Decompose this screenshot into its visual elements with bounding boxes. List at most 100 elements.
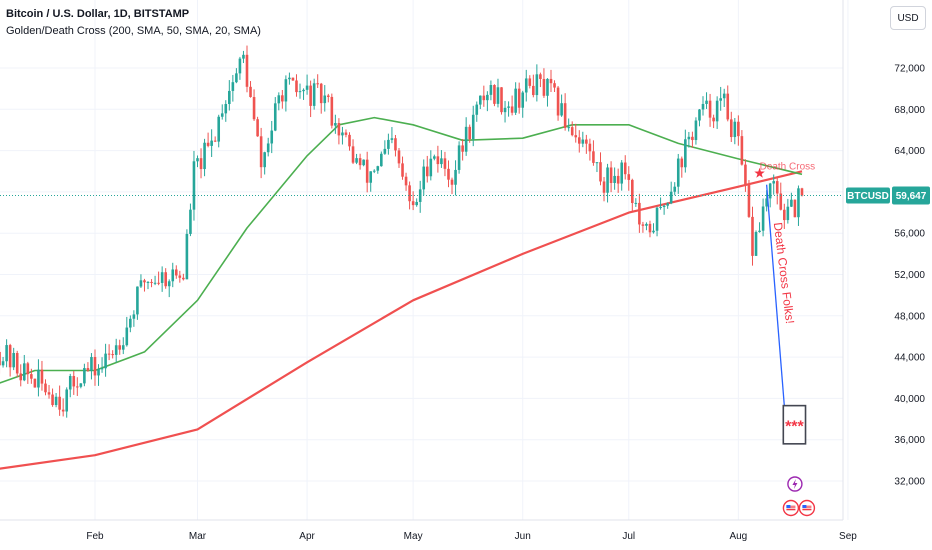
- candle: [61, 398, 65, 417]
- indicator-legend[interactable]: Golden/Death Cross (200, SMA, 50, SMA, 2…: [6, 25, 261, 37]
- candle: [281, 89, 284, 109]
- candle: [305, 74, 309, 95]
- candle: [765, 190, 768, 212]
- candle-body: [90, 357, 93, 371]
- candle-body: [323, 95, 327, 104]
- candle-body: [83, 368, 86, 384]
- candle: [751, 206, 754, 266]
- candle-body: [454, 169, 457, 185]
- candle: [733, 117, 737, 145]
- candle: [266, 137, 270, 157]
- candle: [196, 155, 199, 168]
- candle-body: [319, 83, 323, 104]
- candle: [786, 198, 790, 224]
- annotation-box: [782, 404, 807, 445]
- economic-event-flag-icon: [798, 499, 816, 517]
- candle-body: [574, 135, 578, 138]
- price-tag-layer: BTCUSD 59,647: [0, 186, 930, 205]
- candle-body: [783, 209, 786, 221]
- candle-body: [616, 175, 620, 184]
- candle-body: [242, 54, 245, 59]
- candle: [259, 127, 263, 179]
- candle: [790, 192, 793, 208]
- sma-200-line: [0, 170, 803, 470]
- candle: [471, 105, 475, 147]
- candle: [486, 91, 489, 112]
- candle: [729, 111, 733, 143]
- candle-body: [433, 156, 436, 159]
- candle: [553, 80, 556, 93]
- candle: [323, 85, 327, 112]
- candle-body: [12, 352, 15, 368]
- candle-body: [196, 158, 199, 162]
- candle: [602, 177, 606, 202]
- candle-body: [563, 103, 567, 128]
- candle-body: [160, 272, 164, 283]
- candle-body: [691, 136, 694, 141]
- candle: [249, 81, 252, 98]
- candle-body: [722, 93, 726, 99]
- candle-body: [178, 275, 182, 278]
- candle-body: [401, 163, 404, 177]
- flag-canton: [802, 505, 807, 508]
- candle-body: [440, 158, 443, 165]
- candle-body: [136, 286, 139, 315]
- candle-body: [358, 158, 362, 166]
- candle: [645, 222, 648, 231]
- candle: [560, 94, 563, 117]
- candle: [83, 363, 86, 387]
- candle: [390, 127, 394, 144]
- candle: [793, 199, 797, 218]
- candle-body: [415, 201, 418, 206]
- candle: [295, 74, 298, 97]
- candle-body: [556, 87, 560, 116]
- candle: [312, 78, 316, 110]
- candle-body: [793, 199, 797, 218]
- candle: [609, 161, 613, 193]
- y-tick-label: 64,000: [894, 146, 925, 157]
- candle-body: [775, 181, 779, 194]
- candle-body: [602, 181, 606, 193]
- candle: [701, 96, 705, 116]
- candle: [86, 362, 90, 372]
- candle-body: [450, 179, 454, 185]
- candle: [775, 177, 779, 205]
- candle: [631, 178, 634, 212]
- candle: [592, 140, 595, 166]
- currency-button[interactable]: USD: [890, 6, 926, 30]
- candle: [348, 132, 351, 151]
- candle: [676, 153, 680, 194]
- candle: [450, 177, 454, 195]
- candle-body: [125, 327, 129, 346]
- candle-body: [199, 158, 203, 170]
- price-value-tag: [892, 186, 930, 205]
- plot-area: [0, 0, 843, 520]
- candle-body: [58, 396, 61, 410]
- candle-body: [457, 145, 461, 170]
- candle: [220, 104, 224, 120]
- candle-body: [171, 269, 175, 282]
- candle: [567, 118, 570, 132]
- death-cross-marker: [754, 167, 765, 178]
- x-tick-label: Sep: [839, 531, 857, 542]
- candle-body: [705, 100, 708, 104]
- candle-body: [337, 123, 341, 136]
- candle-body: [376, 166, 380, 171]
- candle: [634, 198, 638, 207]
- candle-body: [577, 137, 581, 144]
- candle-body: [715, 100, 719, 122]
- candle-body: [595, 162, 599, 164]
- candle-body: [104, 353, 107, 369]
- candle: [662, 204, 666, 215]
- candle: [666, 202, 669, 209]
- candle-body: [210, 140, 213, 146]
- candle-body: [758, 230, 761, 233]
- y-tick-label: 40,000: [894, 394, 925, 405]
- x-tick-label: Jun: [515, 531, 531, 542]
- candle-body: [238, 58, 242, 74]
- candle: [411, 191, 415, 211]
- candle-body: [486, 94, 489, 101]
- candle: [719, 86, 722, 111]
- candle: [528, 75, 532, 89]
